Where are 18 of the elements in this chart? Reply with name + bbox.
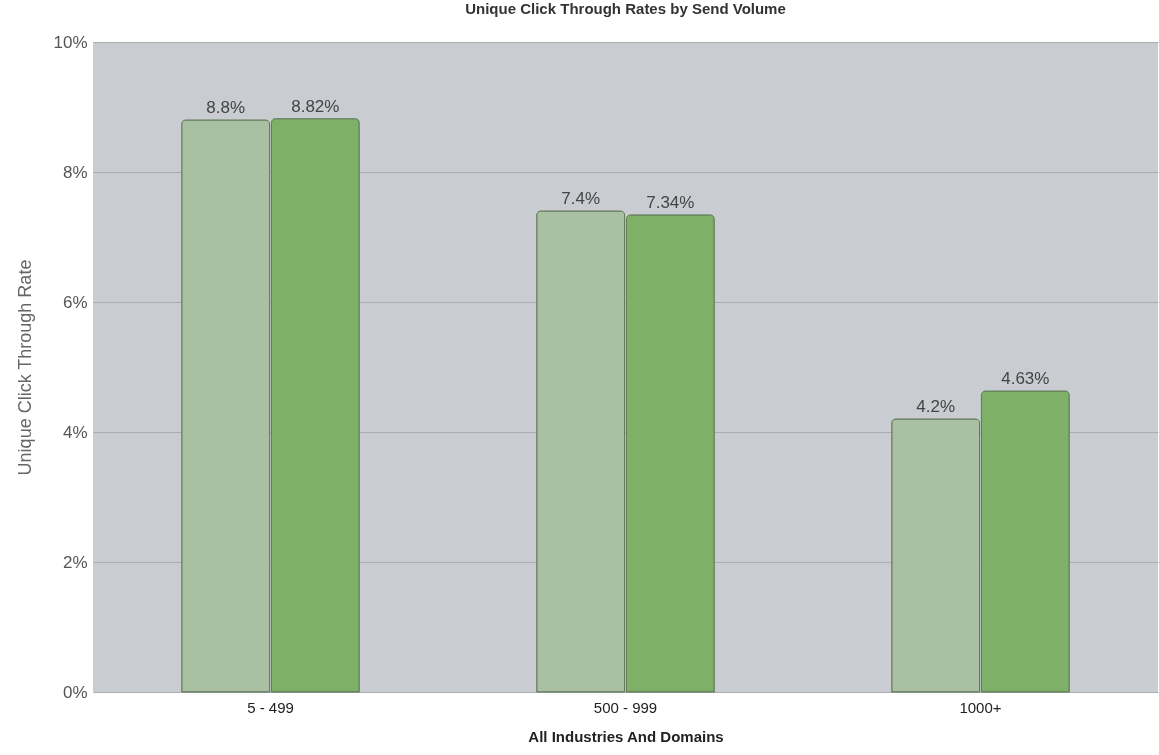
y-tick-label: 8%: [62, 162, 88, 182]
y-tick-label: 0%: [62, 682, 88, 702]
data-label: 7.4%: [561, 189, 601, 208]
chart-title: Unique Click Through Rates by Send Volume: [465, 0, 786, 17]
data-label: 7.34%: [646, 192, 695, 212]
y-tick-label: 10%: [53, 32, 88, 52]
x-tick-label: 1000+: [959, 698, 1002, 716]
x-tick-label: 5 - 499: [247, 698, 294, 716]
data-label: 8.8%: [206, 98, 246, 117]
y-tick-label: 2%: [62, 552, 88, 572]
y-tick-label: 4%: [62, 422, 88, 442]
x-tick-label: 500 - 999: [593, 698, 658, 716]
y-tick-label: 6%: [62, 292, 88, 312]
data-label: 8.82%: [291, 96, 340, 116]
data-label: 4.63%: [1001, 369, 1050, 389]
y-axis-title: Unique Click Through Rate: [15, 259, 36, 476]
data-label: 4.2%: [916, 397, 956, 416]
x-axis-title: All Industries And Domains: [528, 727, 724, 745]
